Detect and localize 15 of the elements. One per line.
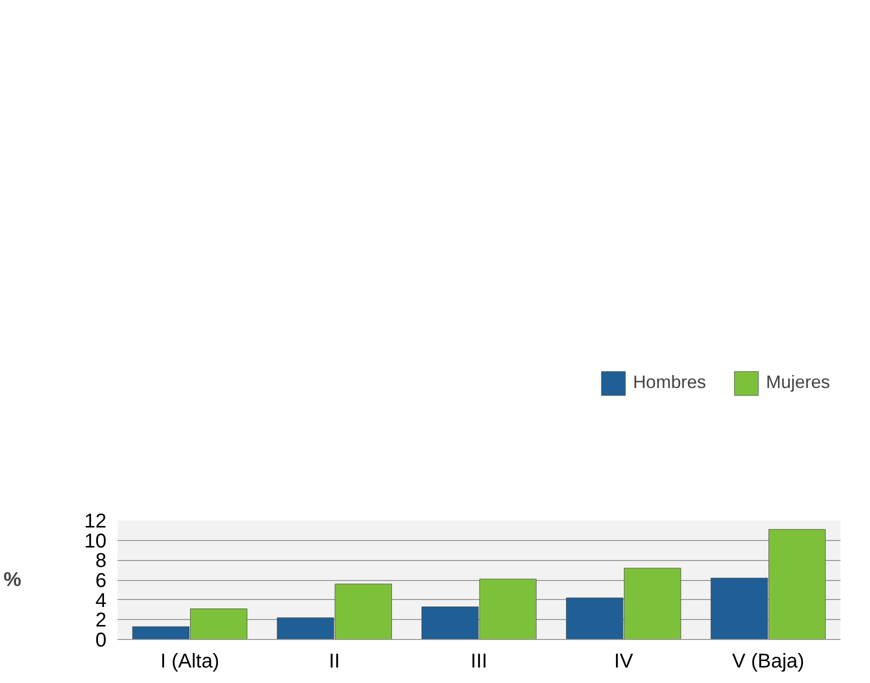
y-tick-label: 0 bbox=[95, 630, 106, 652]
y-tick-label: 10 bbox=[84, 530, 107, 552]
y-axis-title: % bbox=[3, 569, 22, 591]
y-tick-label: 8 bbox=[95, 550, 106, 572]
y-tick-label: 4 bbox=[95, 590, 106, 612]
y-tick-label: 6 bbox=[95, 570, 106, 592]
legend-label: Mujeres bbox=[766, 372, 830, 393]
x-tick-label: V (Baja) bbox=[732, 650, 804, 672]
y-tick-label: 2 bbox=[95, 610, 106, 632]
y-tick-label: 12 bbox=[84, 510, 107, 532]
x-tick-label: II bbox=[328, 650, 340, 672]
x-tick-label: III bbox=[470, 650, 488, 672]
legend-label: Hombres bbox=[632, 372, 706, 393]
x-tick-label: I (Alta) bbox=[160, 650, 220, 672]
x-tick-label: IV bbox=[614, 650, 634, 672]
